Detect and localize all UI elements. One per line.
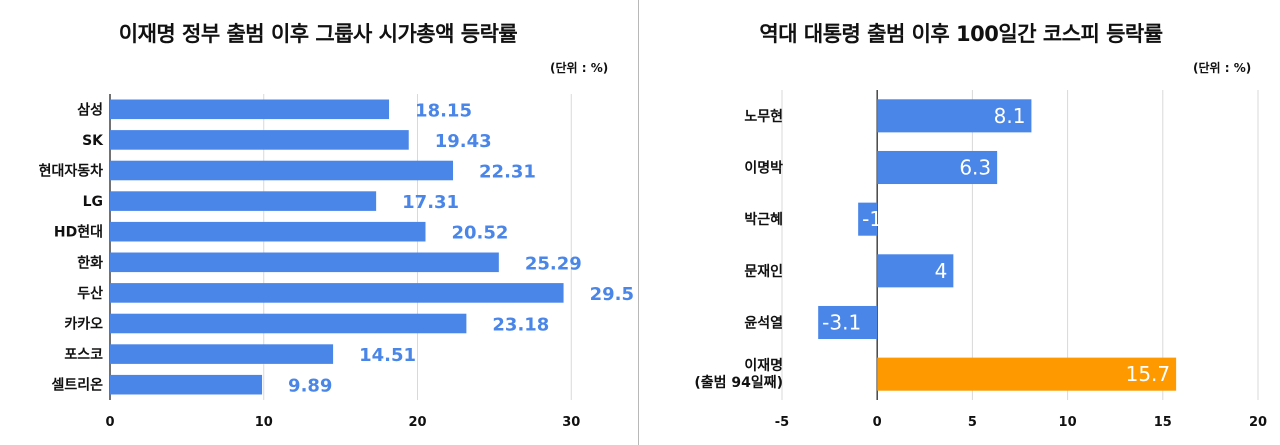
bar [877,357,1177,391]
panel-divider [638,0,639,445]
data-label: 18.15 [415,100,472,121]
bar [110,191,377,211]
bar [858,202,878,236]
x-tick-label: 30 [562,415,580,430]
category-label: 문재인 [744,263,783,280]
x-tick-label: 20 [1249,415,1267,430]
x-tick-label: -5 [775,415,789,430]
bar [818,305,878,340]
data-label: 14.51 [359,345,416,366]
category-label: SK [82,133,104,149]
left-chart-title: 이재명 정부 출범 이후 그룹사 시가총액 등락률 [118,22,518,46]
bar [877,254,954,288]
category-label: 두산 [77,285,103,302]
category-label: 박근혜 [744,211,783,228]
x-tick-label: 5 [968,415,977,430]
x-tick-label: 15 [1154,415,1172,430]
category-label: 노무현 [744,109,783,125]
bar [110,130,409,150]
x-tick-label: 20 [408,415,426,430]
bar [110,283,564,303]
right-chart-unit: (단위 : %) [1193,61,1252,75]
category-label: 삼성 [77,102,103,118]
category-label: 윤석열 [744,315,783,332]
data-label: 6.3 [959,156,991,180]
bar [110,221,426,242]
bar [110,313,467,334]
category-label: (출범 94일째) [694,374,783,391]
data-label: 29.5 [590,284,634,305]
left-bar-chart: 0 10 20 30 삼성 18.15 SK 19.43 현대자동차 22.31 LG 17.31 HD… [39,94,634,430]
bar [877,150,998,185]
left-chart-panel: 이재명 정부 출범 이후 그룹사 시가총액 등락률 (단위 : %) 0 10 20… [0,0,636,445]
category-label: 이재명 [744,357,783,374]
data-label: 20.52 [451,223,508,244]
category-label: HD현대 [54,225,103,241]
data-label: 4 [935,259,948,283]
data-label: 17.31 [402,192,459,213]
category-label: 셀트리온 [51,378,103,394]
data-label: 23.18 [492,315,549,336]
data-label: 25.29 [525,253,582,274]
bar [110,344,334,364]
bar [110,374,263,395]
data-label: -3.1 [822,311,861,335]
bar [110,252,499,273]
bar [110,99,390,120]
category-label: 한화 [77,255,103,271]
data-label: 22.31 [479,162,536,183]
category-label: 카카오 [64,317,103,333]
category-label: 현대자동차 [39,164,104,180]
right-bar-chart: -5 0 5 10 15 20 노무현 8.1 이명박 6.3 박근혜 -1 문재인 4 윤석열 -3.1 이재… [694,90,1267,430]
x-tick-label: 0 [105,415,114,430]
x-tick-label: 0 [873,415,882,430]
bar [110,160,454,181]
bar [877,99,1032,133]
category-label: LG [83,194,103,210]
data-label: 15.7 [1126,362,1171,386]
data-label: -1 [862,207,882,231]
right-chart-panel: 역대 대통령 출범 이후 100일간 코스피 등락률 (단위 : %) -5 0 5… [642,0,1280,445]
x-tick-label: 10 [1059,415,1077,430]
category-label: 포스코 [64,347,103,363]
right-chart-title: 역대 대통령 출범 이후 100일간 코스피 등락률 [759,22,1163,46]
data-label: 9.89 [288,376,332,397]
data-label: 19.43 [435,131,492,152]
x-tick-label: 10 [255,415,273,430]
left-chart-unit: (단위 : %) [550,61,609,75]
category-label: 이명박 [744,160,783,177]
data-label: 8.1 [994,104,1026,128]
